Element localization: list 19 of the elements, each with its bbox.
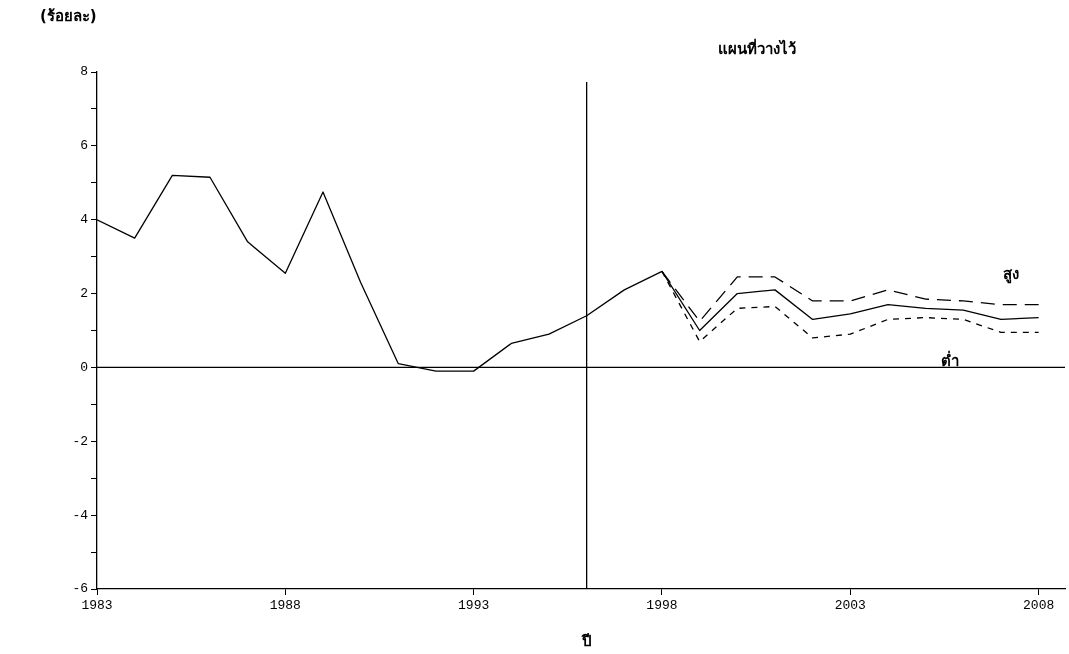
x-tick-label: 1983 [81,598,113,614]
x-tick-label: 1998 [646,598,678,614]
x-tick-label: 2003 [834,598,866,614]
text: ต่ำ [940,349,959,370]
series-label: สูง [1002,265,1019,285]
y-axis-title: (ร้อยละ) [40,7,97,26]
y-tick-label: -2 [72,433,88,449]
y-tick-label: 0 [80,359,88,375]
x-axis-title: ปี [580,632,592,651]
x-tick-label: 1993 [458,598,490,614]
y-tick-label: 2 [80,286,88,302]
x-tick-label: 2008 [1023,598,1055,614]
y-tick-label: 8 [80,64,88,80]
y-tick-label: 6 [80,138,88,154]
y-tick-label: -4 [72,507,89,523]
y-tick-label: -6 [72,581,88,597]
text: แผนที่วางไว้ [718,38,796,59]
x-tick-label: 1988 [269,598,301,614]
y-tick-label: 4 [80,212,89,228]
